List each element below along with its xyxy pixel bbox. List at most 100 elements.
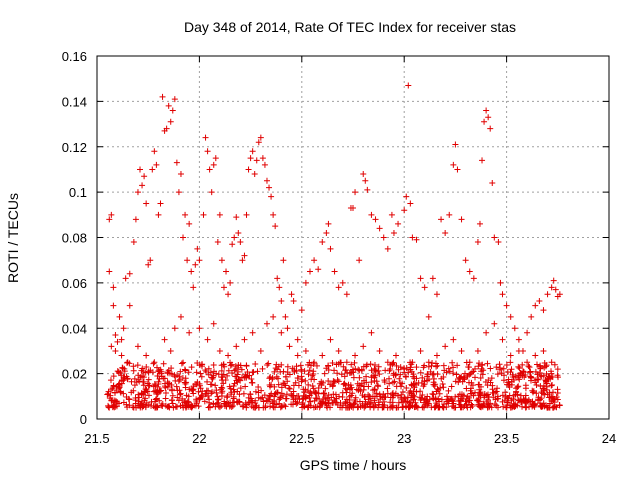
data-point: [301, 389, 308, 396]
data-point: [126, 270, 133, 277]
data-point: [164, 384, 171, 391]
data-point: [454, 166, 461, 173]
data-point: [126, 396, 133, 403]
data-point: [176, 387, 183, 394]
data-point: [341, 373, 348, 380]
data-point: [153, 364, 160, 371]
data-point: [325, 363, 332, 370]
data-point: [326, 397, 333, 404]
data-point: [210, 161, 217, 168]
data-point: [452, 141, 459, 148]
data-point: [300, 395, 307, 402]
data-point: [134, 362, 141, 369]
data-point: [389, 379, 396, 386]
data-point: [491, 320, 498, 327]
data-point: [508, 397, 515, 404]
data-point: [259, 155, 266, 162]
data-point: [210, 320, 217, 327]
data-point: [302, 377, 309, 384]
data-point: [515, 383, 522, 390]
data-point: [368, 211, 375, 218]
data-point: [402, 395, 409, 402]
data-point: [114, 368, 121, 375]
data-point: [181, 399, 188, 406]
data-point: [515, 347, 522, 354]
data-point: [112, 347, 119, 354]
axis-ticks: 21.5 22 22.5 23 23.5 24 0 0.02 0.04 0.06 0.08 0.1 0.…: [62, 49, 617, 446]
data-point: [238, 366, 245, 373]
data-point: [143, 200, 150, 207]
data-point: [118, 336, 125, 343]
data-point: [348, 384, 355, 391]
data-point: [201, 398, 208, 405]
data-point: [542, 376, 549, 383]
data-point: [377, 396, 384, 403]
data-point: [503, 362, 510, 369]
data-point: [252, 360, 259, 367]
data-point: [507, 369, 514, 376]
data-point: [196, 382, 203, 389]
data-point: [479, 402, 486, 409]
data-point: [117, 389, 124, 396]
data-point: [233, 377, 240, 384]
data-point: [411, 384, 418, 391]
data-point: [457, 374, 464, 381]
data-point: [389, 391, 396, 398]
data-point: [446, 211, 453, 218]
data-point: [448, 383, 455, 390]
data-point: [118, 372, 125, 379]
data-point: [374, 382, 381, 389]
data-point: [112, 403, 119, 410]
y-tick-label: 0: [80, 412, 87, 427]
data-point: [503, 302, 510, 309]
data-point: [276, 284, 283, 291]
data-point: [130, 387, 137, 394]
data-point: [384, 359, 391, 366]
data-point: [548, 284, 555, 291]
data-point: [105, 402, 112, 409]
data-point: [110, 302, 117, 309]
data-point: [160, 360, 167, 367]
data-point: [356, 382, 363, 389]
data-point: [243, 404, 250, 411]
data-point: [527, 368, 534, 375]
data-point: [143, 352, 150, 359]
data-point: [126, 360, 133, 367]
data-point: [175, 189, 182, 196]
data-point: [179, 375, 186, 382]
data-point: [325, 377, 332, 384]
data-point: [547, 375, 554, 382]
data-point: [390, 372, 397, 379]
data-point: [465, 364, 472, 371]
data-point: [466, 394, 473, 401]
data-point: [417, 388, 424, 395]
data-point: [210, 362, 217, 369]
data-point: [131, 375, 138, 382]
data-point: [231, 399, 238, 406]
data-point: [554, 396, 561, 403]
data-point: [277, 395, 284, 402]
data-point: [399, 388, 406, 395]
data-point: [225, 367, 232, 374]
data-point: [148, 398, 155, 405]
data-point: [524, 329, 531, 336]
data-point: [529, 389, 536, 396]
data-point: [415, 379, 422, 386]
data-point: [130, 363, 137, 370]
data-point: [259, 365, 266, 372]
data-point: [310, 385, 317, 392]
data-point: [270, 404, 277, 411]
data-point: [140, 391, 147, 398]
data-point: [483, 398, 490, 405]
data-point: [327, 336, 334, 343]
data-point: [313, 395, 320, 402]
data-point: [188, 364, 195, 371]
data-point: [161, 375, 168, 382]
data-point: [159, 400, 166, 407]
data-point: [268, 193, 275, 200]
data-point: [394, 392, 401, 399]
data-point: [232, 363, 239, 370]
y-tick-label: 0.02: [62, 367, 87, 382]
data-point: [239, 257, 246, 264]
data-point: [193, 369, 200, 376]
